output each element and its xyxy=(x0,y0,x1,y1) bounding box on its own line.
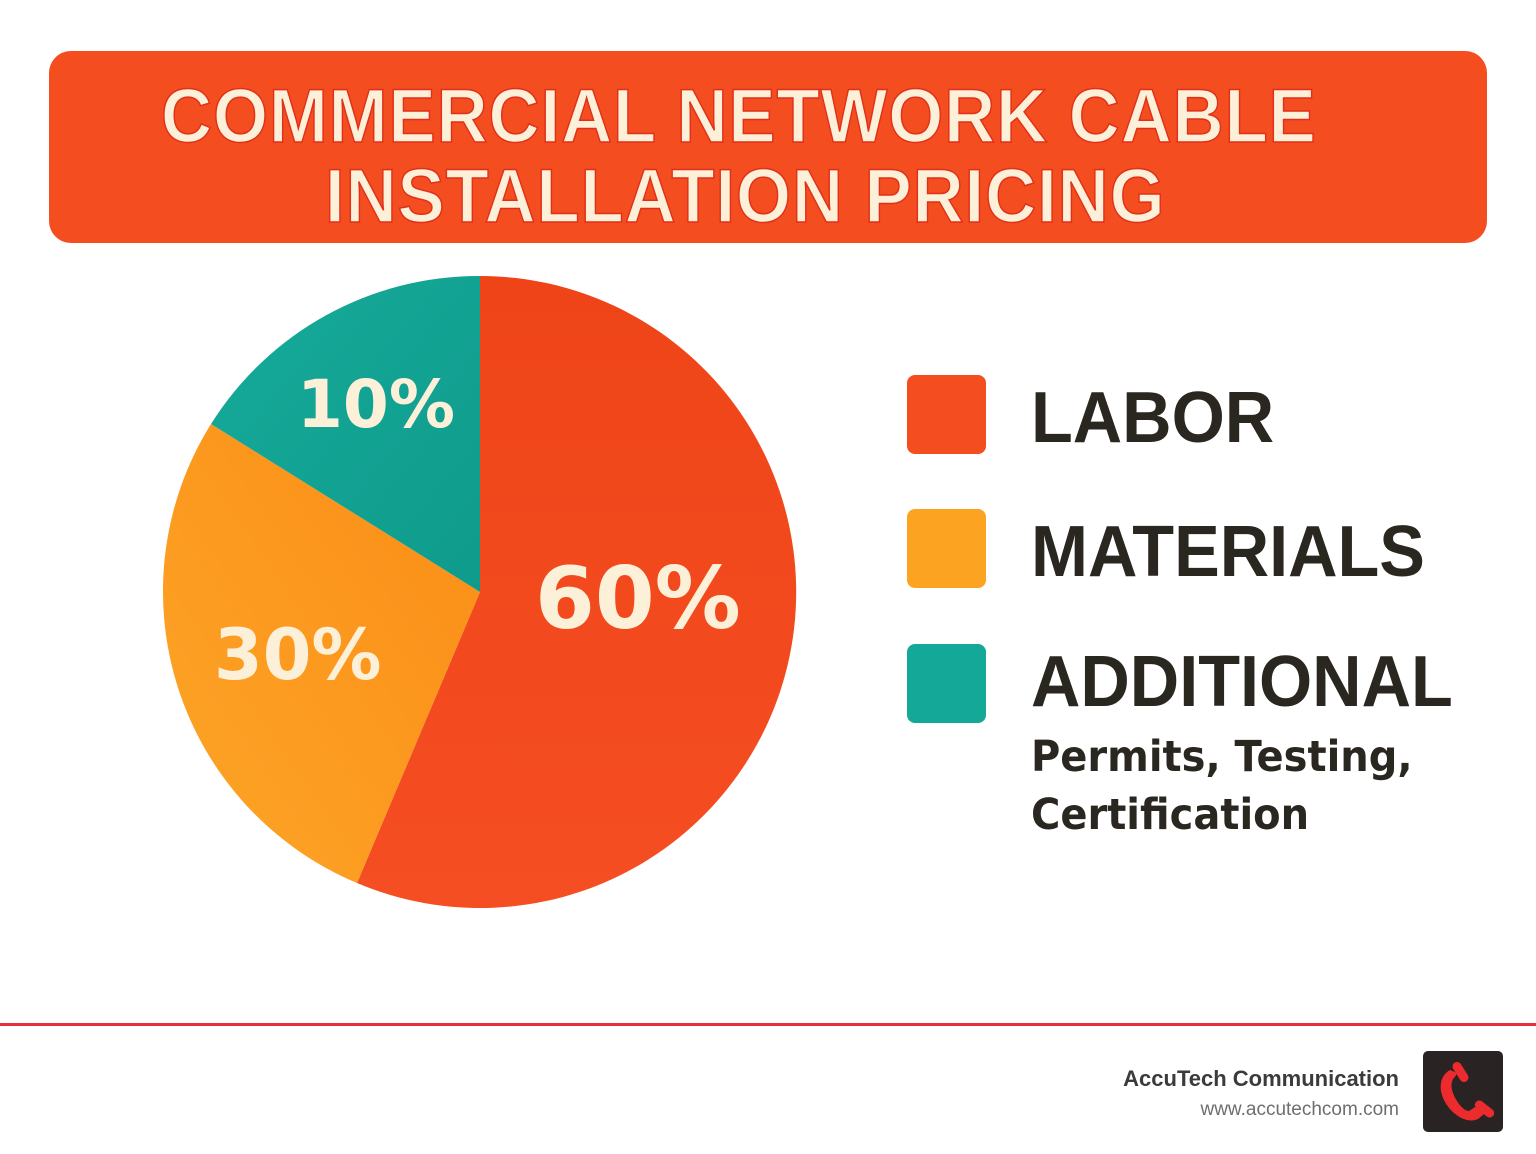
footer-website-link[interactable]: www.accutechcom.com xyxy=(1200,1099,1399,1120)
phone-icon xyxy=(1423,1051,1503,1132)
pie-label-labor: 60% xyxy=(535,549,741,649)
legend-swatch-materials xyxy=(907,509,986,588)
footer-company-name: AccuTech Communication xyxy=(1123,1066,1399,1091)
legend-label-additional: ADDITIONAL xyxy=(1031,642,1453,722)
legend-swatch-labor xyxy=(907,375,986,454)
title-line-2: INSTALLATION PRICING xyxy=(324,154,1166,239)
pie-label-additional: 10% xyxy=(297,366,455,443)
pie-chart xyxy=(160,274,802,912)
pie-label-materials: 30% xyxy=(214,614,382,696)
footer-divider xyxy=(0,1023,1536,1026)
title-line-1: COMMERCIAL NETWORK CABLE xyxy=(160,74,1317,159)
legend-sublabel-line-1: Permits, Testing, xyxy=(1031,732,1413,782)
title-banner: COMMERCIAL NETWORK CABLE INSTALLATION PR… xyxy=(49,51,1487,243)
legend-swatch-additional xyxy=(907,644,986,723)
pie-slice-labor xyxy=(357,275,797,908)
legend-label-materials: MATERIALS xyxy=(1031,512,1425,592)
legend-label-labor: LABOR xyxy=(1031,378,1275,458)
pie-slice-materials xyxy=(162,424,481,883)
legend-sublabel-line-2: Certification xyxy=(1031,790,1310,840)
pie-slice-additional xyxy=(211,275,480,592)
